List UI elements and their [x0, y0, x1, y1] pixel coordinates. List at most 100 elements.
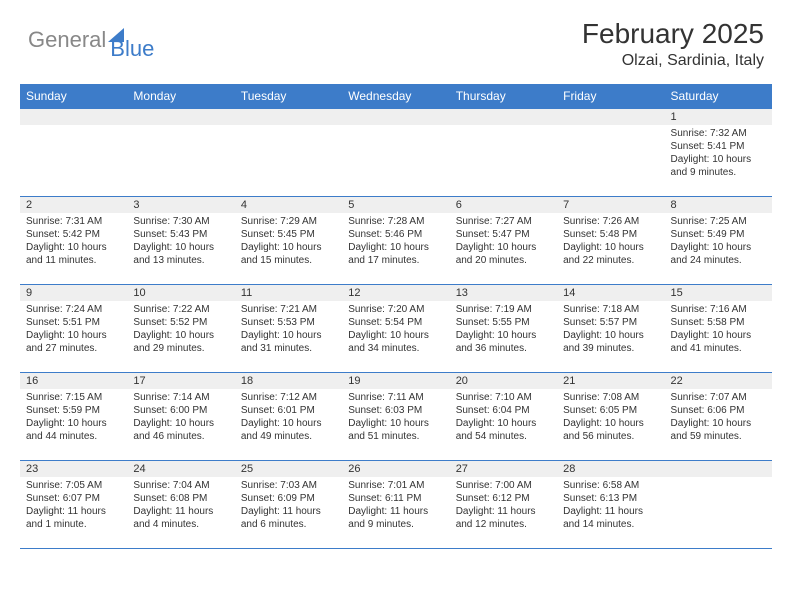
detail-line: Sunrise: 7:24 AM	[26, 303, 121, 316]
calendar-header-row: SundayMondayTuesdayWednesdayThursdayFrid…	[20, 84, 772, 109]
day-details: Sunrise: 7:27 AMSunset: 5:47 PMDaylight:…	[450, 213, 557, 271]
detail-line: Sunrise: 7:18 AM	[563, 303, 658, 316]
detail-line: Daylight: 11 hours and 9 minutes.	[348, 505, 443, 531]
calendar-cell: 12Sunrise: 7:20 AMSunset: 5:54 PMDayligh…	[342, 285, 449, 373]
detail-line: Sunset: 5:58 PM	[671, 316, 766, 329]
day-details: Sunrise: 7:20 AMSunset: 5:54 PMDaylight:…	[342, 301, 449, 359]
detail-line: Sunrise: 7:28 AM	[348, 215, 443, 228]
detail-line: Daylight: 10 hours and 31 minutes.	[241, 329, 336, 355]
day-number: 24	[127, 461, 234, 477]
detail-line: Daylight: 10 hours and 29 minutes.	[133, 329, 228, 355]
calendar-cell: 18Sunrise: 7:12 AMSunset: 6:01 PMDayligh…	[235, 373, 342, 461]
day-number: 5	[342, 197, 449, 213]
day-details: Sunrise: 7:12 AMSunset: 6:01 PMDaylight:…	[235, 389, 342, 447]
day-number	[20, 109, 127, 125]
day-details: Sunrise: 7:07 AMSunset: 6:06 PMDaylight:…	[665, 389, 772, 447]
detail-line: Sunset: 6:11 PM	[348, 492, 443, 505]
location-label: Olzai, Sardinia, Italy	[582, 52, 764, 70]
day-number: 26	[342, 461, 449, 477]
day-number: 1	[665, 109, 772, 125]
calendar-cell	[450, 109, 557, 197]
detail-line: Sunset: 6:01 PM	[241, 404, 336, 417]
detail-line: Sunset: 5:45 PM	[241, 228, 336, 241]
day-header: Tuesday	[235, 84, 342, 109]
detail-line: Sunrise: 7:11 AM	[348, 391, 443, 404]
detail-line: Daylight: 10 hours and 24 minutes.	[671, 241, 766, 267]
day-number	[342, 109, 449, 125]
detail-line: Sunset: 5:43 PM	[133, 228, 228, 241]
calendar-week-row: 16Sunrise: 7:15 AMSunset: 5:59 PMDayligh…	[20, 373, 772, 461]
detail-line: Daylight: 10 hours and 44 minutes.	[26, 417, 121, 443]
day-number: 18	[235, 373, 342, 389]
day-number	[665, 461, 772, 477]
day-header: Thursday	[450, 84, 557, 109]
detail-line: Sunset: 6:12 PM	[456, 492, 551, 505]
calendar-cell: 19Sunrise: 7:11 AMSunset: 6:03 PMDayligh…	[342, 373, 449, 461]
calendar-cell	[20, 109, 127, 197]
detail-line: Daylight: 10 hours and 17 minutes.	[348, 241, 443, 267]
detail-line: Sunrise: 7:20 AM	[348, 303, 443, 316]
detail-line: Sunset: 5:52 PM	[133, 316, 228, 329]
calendar-cell: 13Sunrise: 7:19 AMSunset: 5:55 PMDayligh…	[450, 285, 557, 373]
detail-line: Daylight: 10 hours and 27 minutes.	[26, 329, 121, 355]
day-details: Sunrise: 7:00 AMSunset: 6:12 PMDaylight:…	[450, 477, 557, 535]
detail-line: Sunset: 5:49 PM	[671, 228, 766, 241]
calendar-cell: 23Sunrise: 7:05 AMSunset: 6:07 PMDayligh…	[20, 461, 127, 549]
day-number: 6	[450, 197, 557, 213]
calendar-cell: 17Sunrise: 7:14 AMSunset: 6:00 PMDayligh…	[127, 373, 234, 461]
day-details	[20, 125, 127, 131]
calendar-cell: 20Sunrise: 7:10 AMSunset: 6:04 PMDayligh…	[450, 373, 557, 461]
calendar-cell: 7Sunrise: 7:26 AMSunset: 5:48 PMDaylight…	[557, 197, 664, 285]
calendar-table: SundayMondayTuesdayWednesdayThursdayFrid…	[20, 84, 772, 549]
detail-line: Sunset: 5:46 PM	[348, 228, 443, 241]
detail-line: Sunrise: 7:08 AM	[563, 391, 658, 404]
day-details: Sunrise: 7:21 AMSunset: 5:53 PMDaylight:…	[235, 301, 342, 359]
day-number: 11	[235, 285, 342, 301]
day-details	[235, 125, 342, 131]
day-number: 21	[557, 373, 664, 389]
detail-line: Daylight: 10 hours and 39 minutes.	[563, 329, 658, 355]
day-details: Sunrise: 7:14 AMSunset: 6:00 PMDaylight:…	[127, 389, 234, 447]
detail-line: Sunrise: 7:14 AM	[133, 391, 228, 404]
calendar-cell: 2Sunrise: 7:31 AMSunset: 5:42 PMDaylight…	[20, 197, 127, 285]
calendar-cell: 24Sunrise: 7:04 AMSunset: 6:08 PMDayligh…	[127, 461, 234, 549]
day-header: Saturday	[665, 84, 772, 109]
detail-line: Sunrise: 7:12 AM	[241, 391, 336, 404]
calendar-cell: 11Sunrise: 7:21 AMSunset: 5:53 PMDayligh…	[235, 285, 342, 373]
detail-line: Sunset: 5:55 PM	[456, 316, 551, 329]
calendar-cell: 16Sunrise: 7:15 AMSunset: 5:59 PMDayligh…	[20, 373, 127, 461]
day-header: Wednesday	[342, 84, 449, 109]
detail-line: Daylight: 10 hours and 34 minutes.	[348, 329, 443, 355]
detail-line: Sunset: 6:09 PM	[241, 492, 336, 505]
detail-line: Sunrise: 7:31 AM	[26, 215, 121, 228]
detail-line: Daylight: 11 hours and 14 minutes.	[563, 505, 658, 531]
detail-line: Sunset: 6:06 PM	[671, 404, 766, 417]
detail-line: Sunrise: 7:30 AM	[133, 215, 228, 228]
detail-line: Daylight: 10 hours and 51 minutes.	[348, 417, 443, 443]
day-details: Sunrise: 7:28 AMSunset: 5:46 PMDaylight:…	[342, 213, 449, 271]
detail-line: Sunrise: 7:15 AM	[26, 391, 121, 404]
detail-line: Sunrise: 7:04 AM	[133, 479, 228, 492]
detail-line: Sunset: 5:57 PM	[563, 316, 658, 329]
day-details	[665, 477, 772, 483]
day-details: Sunrise: 7:30 AMSunset: 5:43 PMDaylight:…	[127, 213, 234, 271]
day-number: 27	[450, 461, 557, 477]
detail-line: Daylight: 11 hours and 1 minute.	[26, 505, 121, 531]
month-title: February 2025	[582, 18, 764, 50]
detail-line: Sunset: 6:05 PM	[563, 404, 658, 417]
detail-line: Sunset: 6:13 PM	[563, 492, 658, 505]
calendar-cell	[665, 461, 772, 549]
calendar-cell: 10Sunrise: 7:22 AMSunset: 5:52 PMDayligh…	[127, 285, 234, 373]
day-details: Sunrise: 7:31 AMSunset: 5:42 PMDaylight:…	[20, 213, 127, 271]
detail-line: Sunset: 6:08 PM	[133, 492, 228, 505]
day-number: 22	[665, 373, 772, 389]
day-number	[235, 109, 342, 125]
detail-line: Sunset: 5:54 PM	[348, 316, 443, 329]
calendar-week-row: 23Sunrise: 7:05 AMSunset: 6:07 PMDayligh…	[20, 461, 772, 549]
logo: General Blue	[28, 18, 154, 62]
detail-line: Sunrise: 6:58 AM	[563, 479, 658, 492]
detail-line: Sunset: 5:47 PM	[456, 228, 551, 241]
calendar-cell: 5Sunrise: 7:28 AMSunset: 5:46 PMDaylight…	[342, 197, 449, 285]
day-details: Sunrise: 7:25 AMSunset: 5:49 PMDaylight:…	[665, 213, 772, 271]
calendar-week-row: 2Sunrise: 7:31 AMSunset: 5:42 PMDaylight…	[20, 197, 772, 285]
